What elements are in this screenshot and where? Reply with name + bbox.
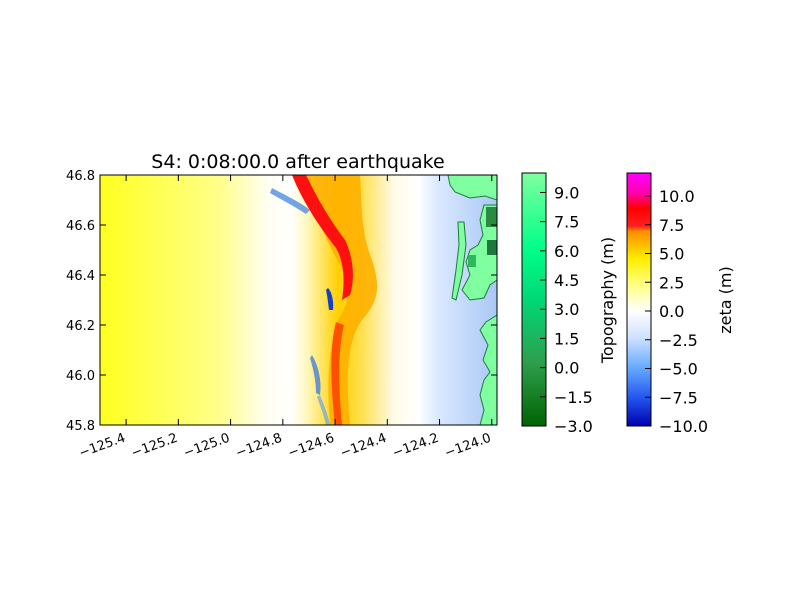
colorbar-tick-label: 1.5	[554, 329, 579, 348]
land-dark-patch	[486, 207, 497, 227]
colorbar-tick-label: −2.5	[659, 331, 698, 350]
land-north	[447, 175, 497, 201]
x-tick-label: −125.4	[77, 431, 127, 462]
trough-south	[310, 355, 321, 395]
y-axis: 45.8 46.0 46.2 46.4 46.6 46.8	[66, 169, 497, 434]
zeta-colorbar-label: zeta (m)	[716, 266, 735, 333]
topography-colorbar: 9.0 7.5 6.0 4.5 3.0 1.5 0.0 −1.5 −3.0 Topography…	[521, 172, 617, 436]
chart-title: S4: 0:08:00.0 after earthquake	[151, 151, 444, 173]
colorbar-tick-label: −7.5	[659, 388, 698, 407]
colorbar-tick-label: −1.5	[554, 388, 593, 407]
colorbar-tick-label: 10.0	[659, 187, 695, 206]
colorbar-tick-label: 3.0	[554, 300, 579, 319]
colorbar-tick-label: 4.5	[554, 271, 579, 290]
y-tick-label: 46.0	[66, 369, 95, 384]
topography-colorbar-ticks: 9.0 7.5 6.0 4.5 3.0 1.5 0.0 −1.5 −3.0	[540, 183, 593, 436]
colorbar-tick-label: −5.0	[659, 360, 698, 379]
land-spit	[451, 221, 467, 301]
sea-surface-field	[100, 175, 497, 425]
y-tick-label: 46.6	[66, 219, 95, 234]
x-tick-label: −125.0	[182, 431, 232, 462]
zeta-colorbar-bar	[626, 172, 652, 427]
land-main	[461, 204, 497, 301]
colorbar-tick-label: −10.0	[659, 417, 708, 436]
wave-front-south-crest	[331, 322, 344, 425]
wave-front-orange-band	[300, 175, 378, 425]
y-tick-label: 46.4	[66, 269, 95, 284]
zeta-colorbar: 10.0 7.5 5.0 2.5 0.0 −2.5 −5.0 −7.5 −10.0 zeta (…	[626, 172, 735, 436]
trough-lower-streak	[317, 395, 330, 425]
x-tick-label: −124.0	[443, 431, 493, 462]
plot-area	[100, 175, 497, 425]
colorbar-tick-label: 7.5	[659, 216, 684, 235]
y-tick-label: 46.8	[66, 169, 95, 184]
land-dark-patch-2	[487, 240, 497, 255]
wave-front-red-crest	[292, 175, 353, 300]
topography-colorbar-label: Topography (m)	[598, 237, 617, 364]
land-south	[479, 314, 497, 425]
zeta-colorbar-ticks: 10.0 7.5 5.0 2.5 0.0 −2.5 −5.0 −7.5 −10.0	[645, 187, 708, 436]
y-tick-label: 46.2	[66, 319, 95, 334]
x-tick-label: −124.6	[286, 431, 336, 462]
y-tick-label: 45.8	[66, 419, 95, 434]
colorbar-tick-label: 2.5	[659, 273, 684, 292]
colorbar-tick-label: 9.0	[554, 183, 579, 202]
x-tick-label: −124.8	[234, 431, 284, 462]
x-tick-label: −124.2	[391, 431, 441, 462]
x-tick-label: −124.4	[338, 431, 388, 462]
colorbar-tick-label: −3.0	[554, 417, 593, 436]
land-dark-patch-3	[468, 255, 476, 267]
trough-north	[270, 188, 310, 214]
colorbar-tick-label: 0.0	[659, 302, 684, 321]
topography-colorbar-bar	[521, 172, 547, 427]
colorbar-tick-label: 6.0	[554, 242, 579, 261]
plot-frame	[99, 174, 498, 426]
trough-center	[326, 288, 334, 310]
colorbar-tick-label: 7.5	[554, 213, 579, 232]
colorbar-tick-label: 5.0	[659, 245, 684, 264]
colorbar-tick-label: 0.0	[554, 359, 579, 378]
x-tick-label: −125.2	[129, 431, 179, 462]
